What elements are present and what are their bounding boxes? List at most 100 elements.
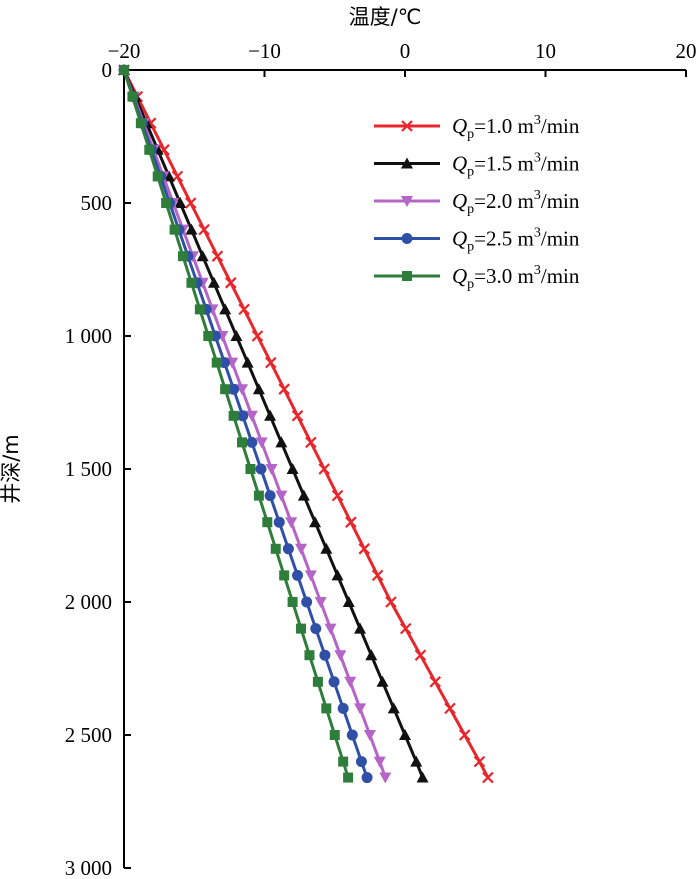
data-point (334, 650, 347, 662)
data-point (253, 490, 264, 501)
y-axis-title: 井深/m (0, 434, 23, 504)
data-point (342, 596, 355, 607)
data-point (245, 464, 256, 474)
data-point (458, 729, 471, 741)
series-2 (118, 64, 429, 783)
data-point (273, 516, 285, 528)
data-point (379, 772, 392, 784)
data-point (211, 250, 224, 262)
data-point (241, 356, 254, 368)
data-point (238, 303, 250, 316)
data-point (285, 517, 298, 529)
y-tick-label: 1 000 (65, 324, 112, 348)
y-ticks: 0 500 1 000 1 500 2 000 2 500 3 000 (65, 58, 131, 879)
data-point (355, 756, 367, 768)
data-point (161, 198, 172, 208)
data-point (198, 223, 210, 236)
data-point (399, 729, 411, 740)
data-point (365, 649, 378, 661)
data-point (228, 383, 240, 395)
data-point (196, 250, 209, 262)
x-tick-label: 10 (535, 39, 556, 63)
data-point (314, 597, 327, 608)
series-line (122, 69, 369, 779)
data-point (152, 171, 163, 182)
data-point (185, 223, 198, 235)
data-point (402, 271, 412, 281)
data-point (354, 622, 367, 634)
data-point (354, 703, 367, 715)
data-point (373, 756, 386, 768)
data-point (344, 676, 357, 688)
data-point (304, 650, 315, 661)
data-point (246, 436, 258, 448)
data-point (162, 170, 175, 182)
legend-item: Qp=3.0 m3/min (374, 263, 580, 292)
series-1 (118, 64, 494, 784)
data-point (291, 410, 304, 422)
series-line (122, 69, 490, 779)
data-point (265, 356, 277, 369)
data-point (309, 516, 322, 528)
data-point (278, 383, 290, 395)
data-point (343, 772, 354, 783)
legend-item: Qp=1.5 m3/min (374, 151, 580, 180)
data-point (225, 277, 237, 289)
data-point (237, 410, 249, 422)
data-point (270, 543, 281, 554)
data-point (297, 489, 310, 501)
data-point (171, 170, 184, 183)
x-tick-label: 20 (676, 39, 697, 63)
data-point (376, 675, 389, 687)
x-tick-label: −10 (248, 39, 281, 63)
data-point (363, 730, 376, 741)
data-point (275, 490, 288, 502)
data-point (320, 542, 333, 554)
data-point (371, 569, 384, 582)
y-tick-label: 0 (102, 58, 113, 82)
y-tick-label: 500 (81, 191, 113, 215)
y-tick-label: 1 500 (65, 457, 112, 481)
data-point (304, 570, 317, 582)
data-point (429, 676, 441, 688)
data-point (186, 277, 197, 288)
data-point (237, 437, 248, 448)
data-point (251, 330, 264, 342)
series-line (122, 69, 424, 779)
data-point (401, 233, 413, 244)
legend-label: Qp=2.0 m3/min (452, 188, 580, 217)
data-point (387, 702, 400, 714)
data-point (337, 702, 349, 714)
data-point (358, 543, 371, 555)
data-point (219, 303, 232, 315)
data-point (328, 676, 340, 688)
series-3 (118, 65, 392, 784)
data-point (444, 702, 456, 715)
legend-item: Qp=2.0 m3/min (374, 188, 580, 217)
data-point (473, 755, 486, 768)
data-point (203, 331, 214, 341)
data-point (414, 649, 427, 661)
data-point (169, 224, 180, 235)
data-point (321, 703, 332, 714)
data-point (399, 622, 412, 635)
data-point (346, 729, 358, 741)
data-point (319, 649, 331, 661)
series-line (122, 69, 350, 779)
data-point (135, 118, 146, 129)
legend-label: Qp=2.5 m3/min (452, 226, 580, 255)
data-point (310, 623, 322, 635)
data-point (312, 676, 323, 687)
data-point (345, 516, 357, 528)
data-point (194, 304, 205, 315)
data-point (401, 196, 413, 207)
data-point (245, 410, 258, 422)
x-tick-label: −20 (108, 39, 141, 63)
data-point (296, 623, 307, 634)
axes: −20 −10 0 10 20 0 500 1 000 1 500 2 000 2 500 3 00… (65, 39, 697, 879)
data-point (338, 756, 349, 767)
data-point (144, 144, 155, 155)
data-point (127, 91, 138, 102)
data-point (178, 251, 189, 262)
